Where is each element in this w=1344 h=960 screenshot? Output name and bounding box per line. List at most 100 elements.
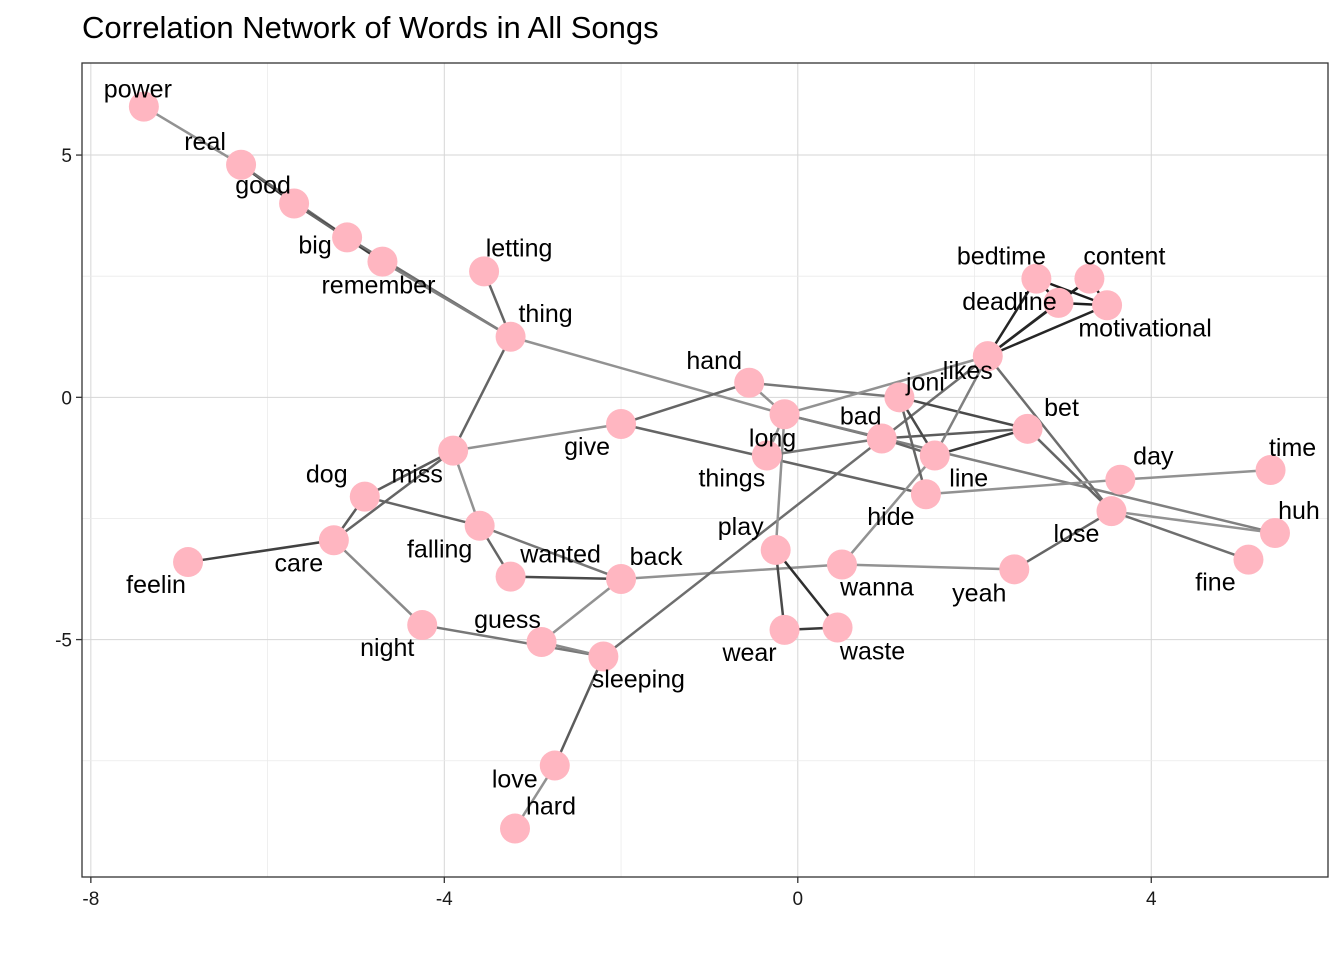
node-letting: [469, 256, 500, 287]
node-play: [760, 534, 791, 565]
node-label-feelin: feelin: [126, 571, 186, 599]
node-label-good: good: [235, 172, 291, 200]
edge-lose-yeah: [1013, 509, 1113, 571]
node-bet: [1012, 413, 1043, 444]
edge-thing-miss: [451, 335, 512, 452]
edge-power-real: [142, 105, 243, 166]
node-label-care: care: [275, 549, 324, 577]
edge-care-night: [332, 539, 424, 627]
node-label-huh: huh: [1278, 497, 1320, 525]
edge-likes-bedtime: [986, 277, 1038, 358]
node-hide: [910, 479, 941, 510]
edge-give-hand: [619, 381, 751, 426]
node-back: [606, 564, 637, 595]
node-remember: [367, 246, 398, 277]
edge-wanted-back: [509, 575, 623, 581]
node-likes: [972, 341, 1003, 372]
edge-remember-thing: [381, 260, 512, 339]
y-tick-label: 5: [61, 146, 72, 167]
node-thing: [495, 321, 526, 352]
axes: -8 -4 0 4 5 0 -5: [55, 146, 1157, 910]
node-label-sleeping: sleeping: [592, 666, 685, 694]
x-tick-label: 0: [792, 889, 803, 910]
node-night: [407, 610, 438, 641]
edge-lose-fine: [1110, 509, 1250, 561]
node-motivational: [1092, 290, 1123, 321]
x-tick-label: -4: [436, 889, 453, 910]
edge-bad-bet: [880, 427, 1029, 440]
y-tick-label: 0: [61, 388, 72, 409]
edge-day-time: [1119, 468, 1272, 481]
edge-miss-dog: [363, 449, 455, 498]
edge-line-likes: [933, 354, 990, 457]
node-waste: [822, 612, 853, 643]
node-yeah: [999, 554, 1030, 585]
node-label-miss: miss: [391, 461, 442, 489]
edge-long-huh: [783, 413, 1277, 535]
y-tick-label: -5: [55, 631, 72, 652]
node-label-falling: falling: [407, 536, 472, 564]
edge-sleeping-likes: [602, 354, 990, 658]
node-label-wanna: wanna: [839, 573, 914, 601]
node-label-content: content: [1083, 243, 1165, 271]
x-tick-label: 4: [1146, 889, 1157, 910]
node-label-deadline: deadline: [962, 288, 1057, 316]
node-label-dog: dog: [306, 461, 348, 489]
node-huh: [1259, 517, 1290, 548]
node-label-long: long: [749, 424, 796, 452]
edge-things-bad: [765, 437, 883, 457]
node-long: [769, 399, 800, 430]
edge-sleeping-love: [553, 655, 605, 767]
edge-falling-back: [478, 524, 623, 581]
node-bad: [866, 423, 897, 454]
node-feelin: [173, 547, 204, 578]
edge-hand-joni: [747, 381, 901, 399]
node-label-day: day: [1133, 443, 1174, 471]
node-joni: [884, 382, 915, 413]
edge-long-likes: [783, 354, 990, 416]
edge-night-sleeping: [420, 623, 605, 658]
edge-line-bet: [933, 427, 1029, 457]
node-label-yeah: yeah: [952, 579, 1006, 607]
edge-hide-day: [924, 478, 1122, 496]
node-label-wear: wear: [721, 639, 776, 667]
edge-likes-motivational: [986, 304, 1109, 358]
edge-wanna-yeah: [840, 563, 1016, 571]
node-label-night: night: [360, 634, 414, 662]
node-deadline: [1043, 287, 1074, 318]
edge-thing-long: [509, 335, 786, 416]
node-things: [751, 440, 782, 471]
node-label-things: things: [698, 464, 765, 492]
edge-bet-lose: [1026, 427, 1113, 513]
node-label-hand: hand: [686, 347, 742, 375]
node-label-love: love: [492, 766, 538, 794]
node-label-bet: bet: [1044, 394, 1079, 422]
edge-joni-bet: [898, 396, 1029, 431]
node-label-motivational: motivational: [1078, 314, 1211, 342]
node-label-waste: waste: [839, 637, 905, 665]
node-hard: [500, 813, 531, 844]
chart-title: Correlation Network of Words in All Song…: [82, 10, 659, 45]
node-dog: [349, 481, 380, 512]
node-sleeping: [588, 641, 619, 672]
node-label-back: back: [630, 543, 683, 571]
node-label-give: give: [564, 433, 610, 461]
node-label-bad: bad: [840, 403, 882, 431]
edge-back-wanna: [619, 563, 844, 581]
edge-back-guess: [540, 577, 623, 644]
x-tick-label: -8: [82, 889, 99, 910]
node-wear: [769, 614, 800, 645]
node-time: [1255, 455, 1286, 485]
node-give: [606, 408, 637, 439]
node-label-fine: fine: [1195, 569, 1235, 597]
edge-miss-care: [332, 449, 455, 542]
node-labels: power real good big remember letting thing miss…: [104, 76, 1320, 821]
edge-miss-give: [451, 422, 623, 452]
node-real: [226, 149, 257, 180]
node-hand: [734, 367, 765, 398]
node-label-wanted: wanted: [519, 541, 601, 569]
node-label-thing: thing: [518, 300, 572, 328]
node-label-play: play: [718, 513, 764, 541]
edge-care-feelin: [186, 539, 336, 564]
